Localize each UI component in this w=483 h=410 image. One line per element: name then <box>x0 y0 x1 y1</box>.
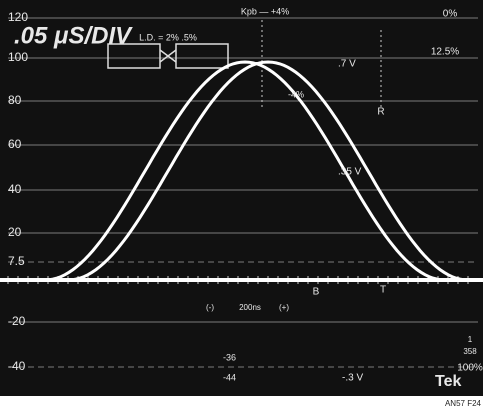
kpb-label: -4% <box>288 89 304 99</box>
time-marker: (+) <box>279 303 289 312</box>
fraction: 358 <box>463 347 477 356</box>
right-scale: 0% <box>443 9 458 20</box>
kpb-label: Kpb — +4% <box>241 6 289 16</box>
lower-mark: -44 <box>223 372 236 382</box>
timebase: .05 μS/DIV <box>14 22 133 49</box>
scale-label: 80 <box>8 93 22 107</box>
scale-label: 20 <box>8 225 22 239</box>
right-scale: 12.5% <box>431 47 459 58</box>
scale-label: 120 <box>8 10 28 24</box>
scale-label: 40 <box>8 182 22 196</box>
waveform-screen: .05 μS/DIV L.D. = 2% .5% Kpb — +4% -4% -… <box>0 0 483 410</box>
marker-label: R <box>377 107 384 118</box>
right-scale: 100% <box>457 363 483 374</box>
volt-label: -.3 V <box>342 373 363 384</box>
time-marker: (-) <box>206 303 214 312</box>
ld-label: L.D. = 2% .5% <box>139 32 197 42</box>
screen-bg <box>0 0 483 396</box>
fraction: 1 <box>468 335 473 344</box>
page: .05 μS/DIV L.D. = 2% .5% Kpb — +4% -4% -… <box>0 0 483 410</box>
volt-label: .35 V <box>338 167 362 178</box>
time-marker: 200ns <box>239 303 261 312</box>
scale-label: 60 <box>8 137 22 151</box>
marker-label: T <box>380 285 386 296</box>
marker-label: B <box>313 287 320 298</box>
scale-label: -20 <box>8 314 26 328</box>
volt-label: .7 V <box>338 59 356 70</box>
brand: Tek <box>435 373 461 390</box>
scale-label: 100 <box>8 50 28 64</box>
lower-mark: -36 <box>223 352 236 362</box>
scale-label: -40 <box>8 359 26 373</box>
scale-label: 7.5 <box>8 254 25 268</box>
caption: AN57 F24 <box>445 399 482 408</box>
